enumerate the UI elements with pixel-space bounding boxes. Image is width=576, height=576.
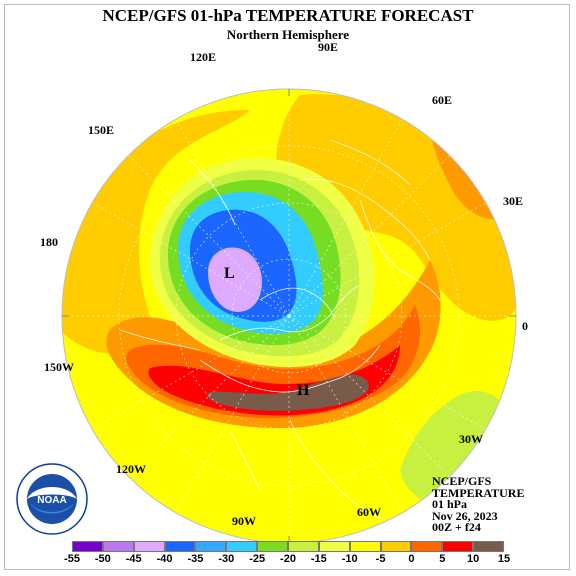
colorbar-tick-label: -20 [280, 553, 296, 565]
colorbar-tick-label: -25 [249, 553, 266, 565]
colorbar-tick-label: -40 [156, 553, 173, 565]
colorbar [72, 541, 505, 552]
lon-label-60w: 60W [357, 505, 381, 519]
lon-label-0: 0 [522, 319, 528, 333]
high-center-label: H [297, 382, 310, 399]
page-title: NCEP/GFS 01-hPa TEMPERATURE FORECAST [102, 6, 474, 25]
colorbar-tick-label: 15 [497, 553, 511, 565]
info-line-2: TEMPERATURE [432, 485, 525, 500]
colorbar-tick-label: -10 [341, 553, 358, 565]
temperature-field-lavender [208, 247, 262, 312]
temperature-field-brown-core [207, 374, 369, 411]
page-subtitle: Northern Hemisphere [226, 27, 350, 42]
colorbar-swatch [411, 541, 443, 552]
colorbar-tick-label: 0 [408, 553, 415, 565]
colorbar-swatch [133, 541, 165, 552]
lon-label-150w: 150W [44, 360, 74, 374]
temperature-field-light-orange-west [62, 110, 250, 354]
colorbar-swatch [473, 541, 505, 552]
colorbar-swatch [195, 541, 227, 552]
low-center-label: L [224, 265, 235, 282]
colorbar-swatch [164, 541, 196, 552]
lon-label-30w: 30W [459, 432, 483, 446]
colorbar-swatch [380, 541, 412, 552]
colorbar-tick-label: -55 [64, 553, 80, 565]
colorbar-tick-label: -50 [94, 553, 111, 565]
info-line-1: NCEP/GFS [432, 474, 492, 488]
colorbar-swatch [442, 541, 474, 552]
colorbar-tick-label: -5 [375, 553, 386, 565]
colorbar-tick-label: -45 [125, 553, 142, 565]
colorbar-tick-label: 5 [439, 553, 446, 565]
colorbar-swatch [226, 541, 258, 552]
info-line-4: Nov 26, 2023 [432, 508, 498, 523]
noaa-logo-text: NOAA [37, 495, 66, 506]
lon-label-180: 180 [40, 235, 58, 249]
colorbar-swatch [288, 541, 319, 552]
noaa-logo-icon: NOAA [16, 463, 88, 535]
colorbar-tick-label: -30 [218, 553, 235, 565]
lon-label-60e: 60E [432, 93, 453, 107]
info-line-5: 00Z + f24 [432, 520, 481, 534]
lon-label-30e: 30E [503, 194, 524, 208]
info-line-3: 01 hPa [432, 497, 468, 511]
colorbar-swatch [102, 541, 134, 552]
colorbar-swatch [349, 541, 381, 552]
colorbar-swatch [257, 541, 289, 552]
info-block: NCEP/GFS TEMPERATURE 01 hPa Nov 26, 2023… [432, 474, 525, 534]
graticule [62, 89, 516, 543]
colorbar-tick-label: -15 [310, 553, 327, 565]
colorbar-tick-label: -35 [187, 553, 204, 565]
lon-label-90w: 90W [232, 514, 256, 528]
colorbar-swatch [72, 541, 103, 552]
lon-label-90e: 90E [318, 40, 339, 54]
temperature-field-green-se [400, 390, 505, 504]
colorbar-swatch [318, 541, 350, 552]
lon-label-120w: 120W [116, 462, 146, 476]
lon-label-150e: 150E [88, 123, 115, 137]
colorbar-tick-label: 10 [467, 553, 480, 565]
lon-label-120e: 120E [190, 50, 217, 64]
coastlines [119, 139, 441, 521]
